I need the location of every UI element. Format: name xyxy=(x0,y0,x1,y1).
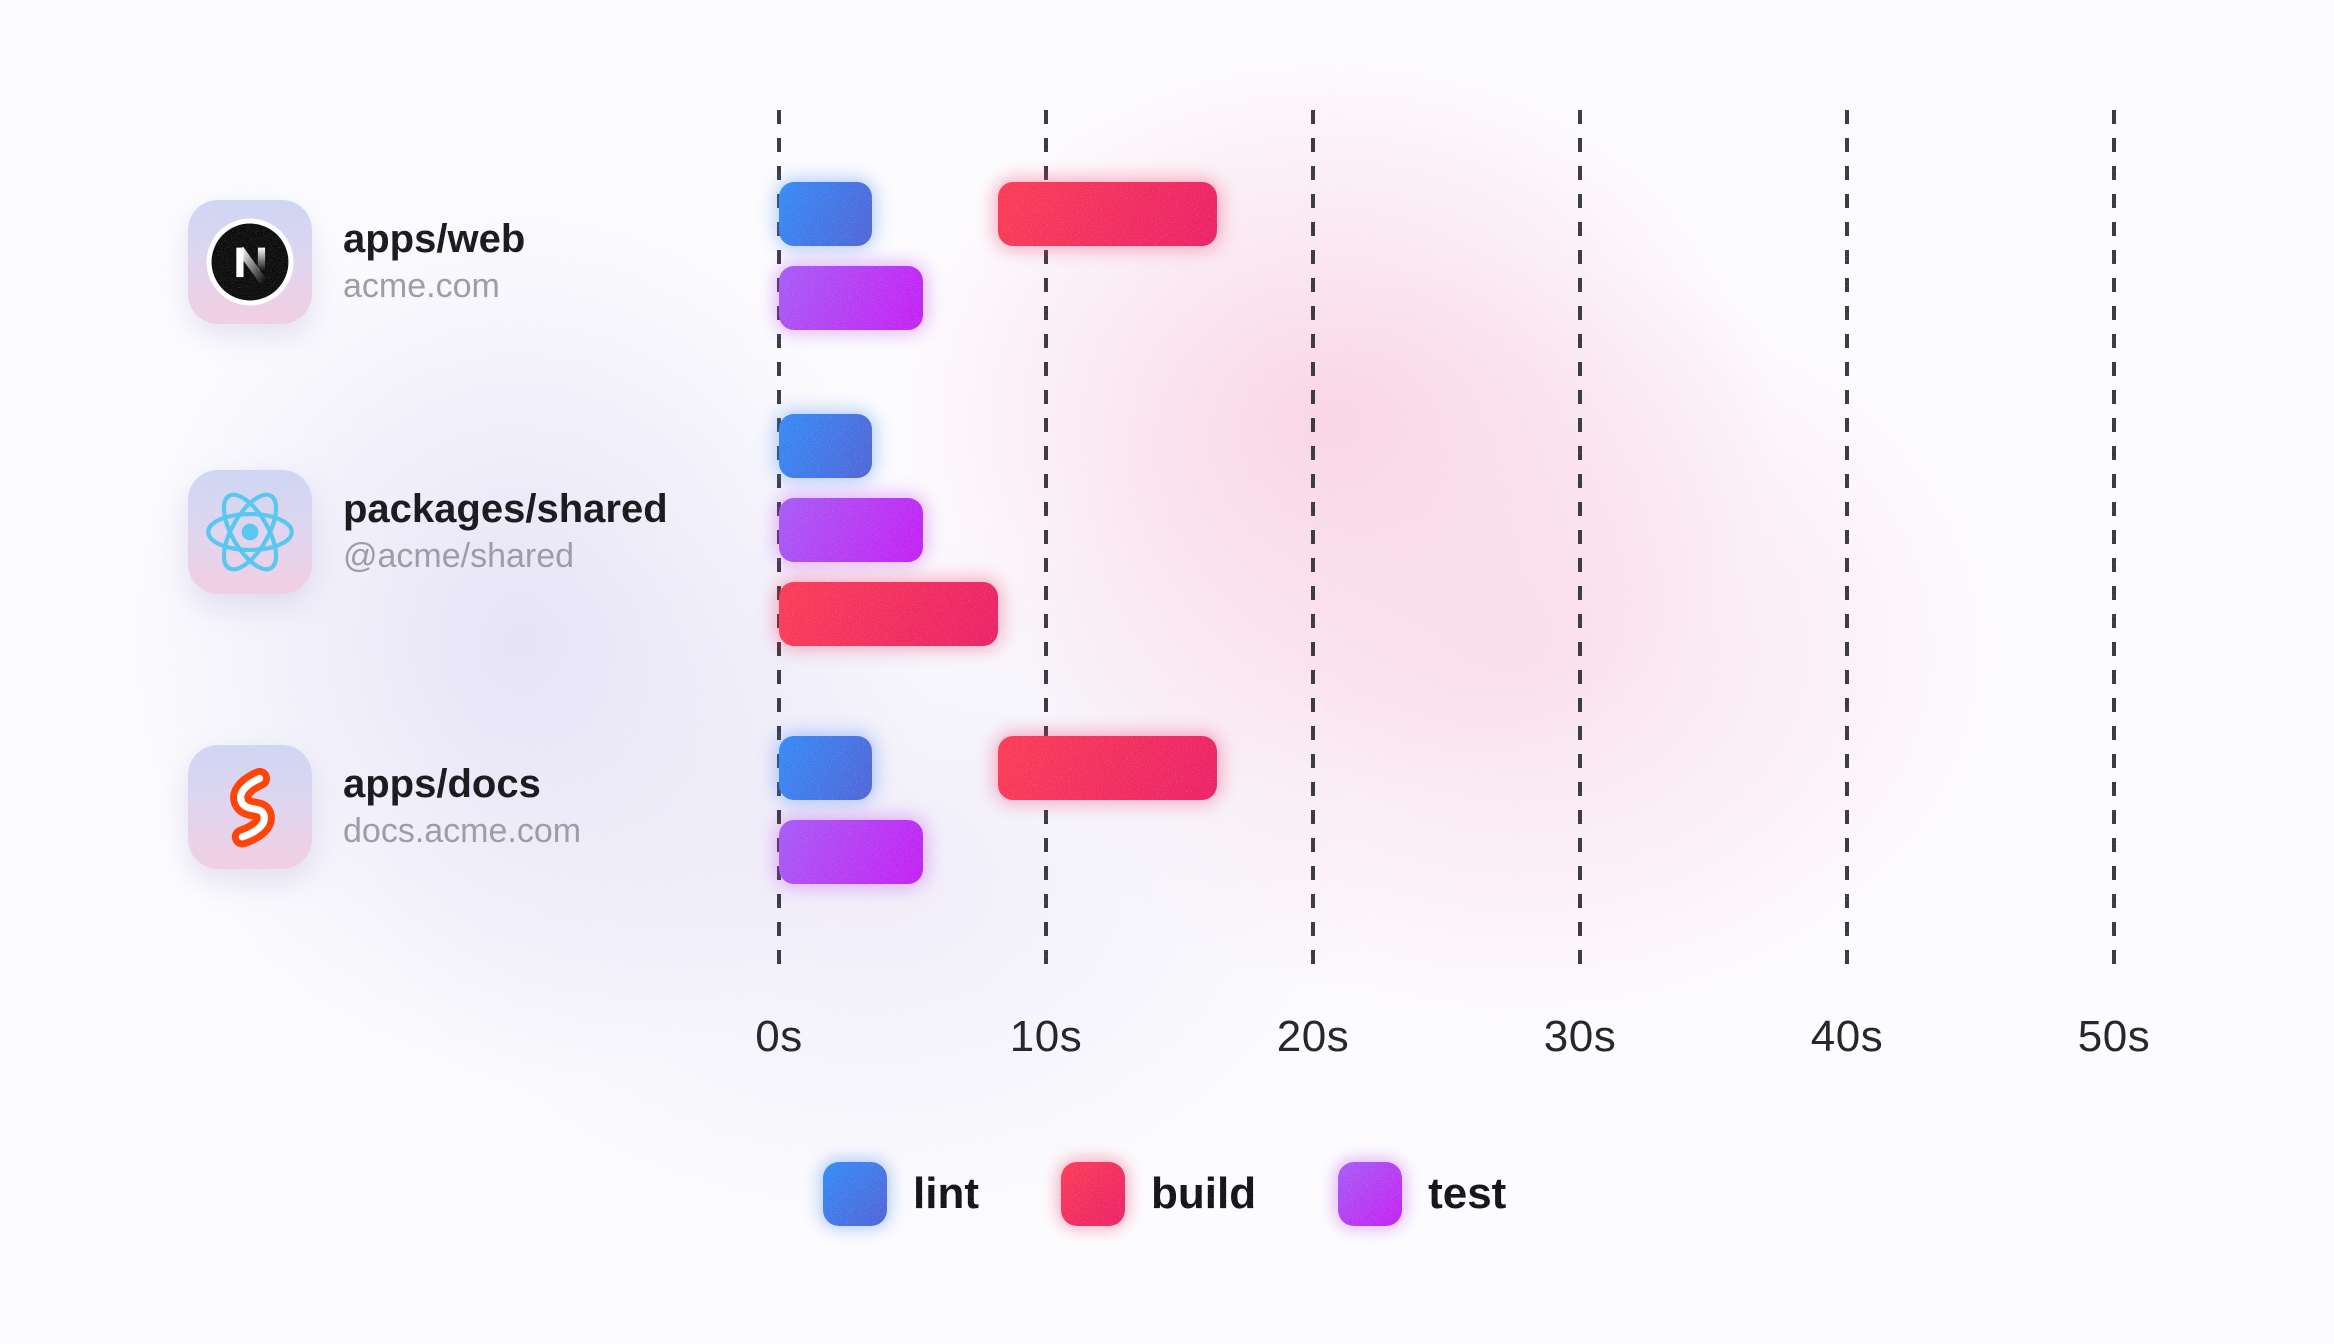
task-bar-build xyxy=(779,582,998,646)
project-icon-tile xyxy=(188,470,312,594)
axis-tick-label: 10s xyxy=(1009,1012,1083,1061)
project-subtitle: docs.acme.com xyxy=(343,812,582,850)
legend-label: build xyxy=(1150,1169,1257,1218)
task-bar-test xyxy=(779,820,924,884)
task-bar-lint xyxy=(779,736,873,800)
task-bar-lint xyxy=(779,182,873,246)
project-icon-tile xyxy=(188,200,312,324)
task-bar-lint xyxy=(779,414,873,478)
legend-item-lint: lint xyxy=(823,1162,979,1226)
legend-label: lint xyxy=(913,1169,979,1218)
task-bar-test xyxy=(779,266,924,330)
react-logo-icon xyxy=(206,492,294,572)
legend-swatch-lint xyxy=(823,1162,887,1226)
legend-label: test xyxy=(1428,1169,1507,1218)
axis-tick-label: 0s xyxy=(755,1012,803,1061)
project-title: apps/docs xyxy=(343,762,541,807)
legend-item-build: build xyxy=(1060,1162,1257,1226)
project-icon-tile xyxy=(188,745,312,869)
project-subtitle: acme.com xyxy=(343,267,500,305)
project-title: packages/shared xyxy=(343,487,668,532)
task-bar-build xyxy=(997,736,1217,800)
gridline xyxy=(1311,110,1315,975)
axis-tick-label: 20s xyxy=(1276,1012,1350,1061)
legend: lint build test xyxy=(823,1162,1506,1226)
axis-tick-label: 40s xyxy=(1810,1012,1884,1061)
gridline xyxy=(1578,110,1582,975)
gridline xyxy=(1845,110,1849,975)
axis-tick-label: 30s xyxy=(1543,1012,1617,1061)
legend-swatch-build xyxy=(1060,1162,1125,1226)
legend-item-test: test xyxy=(1338,1162,1506,1226)
project-subtitle: @acme/shared xyxy=(343,537,575,575)
project-title: apps/web xyxy=(343,217,526,262)
task-bar-build xyxy=(997,182,1217,246)
task-bar-test xyxy=(779,498,924,562)
nextjs-logo-icon xyxy=(206,218,294,306)
axis-tick-label: 50s xyxy=(2077,1012,2151,1061)
legend-swatch-test xyxy=(1338,1162,1403,1226)
gridline xyxy=(2112,110,2116,975)
svelte-logo-icon xyxy=(230,768,275,848)
